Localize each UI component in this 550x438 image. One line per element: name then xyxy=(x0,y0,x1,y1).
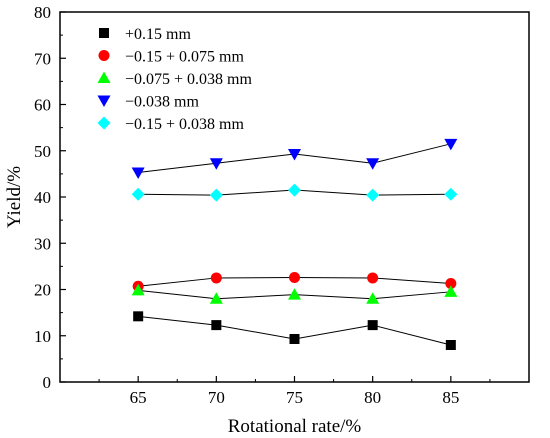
legend-label: −0.075 + 0.038 mm xyxy=(125,71,252,88)
data-point xyxy=(131,187,145,201)
data-point xyxy=(367,272,379,284)
series-5 xyxy=(131,183,458,202)
x-tick-label: 70 xyxy=(208,388,225,407)
legend-marker xyxy=(97,71,111,83)
legend-marker xyxy=(99,28,109,38)
data-point xyxy=(366,188,380,202)
data-point xyxy=(367,320,378,331)
series-4 xyxy=(131,138,458,179)
data-point xyxy=(209,158,223,170)
data-point xyxy=(131,283,145,296)
legend-label: −0.15 + 0.075 mm xyxy=(125,49,244,66)
data-point xyxy=(366,158,380,170)
legend-label: −0.15 + 0.038 mm xyxy=(125,116,244,133)
data-point xyxy=(288,288,301,300)
data-point xyxy=(289,271,300,283)
data-point xyxy=(289,333,300,344)
legend-label: +0.15 mm xyxy=(125,26,191,43)
legend-item: −0.15 + 0.075 mm xyxy=(98,49,244,66)
data-point xyxy=(211,320,222,331)
legend-item: −0.038 mm xyxy=(97,94,199,111)
data-point xyxy=(133,311,144,322)
y-tick-label: 60 xyxy=(34,96,51,115)
legend-item: +0.15 mm xyxy=(99,26,191,43)
legend: +0.15 mm −0.15 + 0.075 mm −0.075 + 0.038 m… xyxy=(97,26,252,133)
data-point xyxy=(445,277,457,289)
y-axis-title: Yield/% xyxy=(4,166,25,228)
y-tick-label: 10 xyxy=(34,327,51,346)
data-point xyxy=(288,183,301,197)
y-axis-ticks: 0 10 20 30 40 50 60 70 80 xyxy=(34,3,66,392)
data-point xyxy=(444,187,458,201)
series-layer xyxy=(131,138,458,350)
data-point xyxy=(131,167,145,179)
data-point xyxy=(444,138,458,151)
data-point xyxy=(444,285,458,297)
legend-item: −0.15 + 0.038 mm xyxy=(97,116,244,133)
plot-area-frame xyxy=(59,11,530,383)
data-point xyxy=(445,340,456,350)
series-1 xyxy=(133,311,456,350)
data-point xyxy=(210,272,222,284)
x-tick-label: 75 xyxy=(286,388,303,407)
y-tick-label: 40 xyxy=(34,188,51,207)
y-tick-label: 70 xyxy=(34,49,51,68)
data-point xyxy=(209,292,223,304)
y-tick-label: 20 xyxy=(34,281,51,300)
legend-label: −0.038 mm xyxy=(125,94,199,111)
legend-item: −0.075 + 0.038 mm xyxy=(97,71,252,88)
legend-marker xyxy=(98,50,110,61)
y-tick-label: 0 xyxy=(43,373,52,392)
x-tick-label: 85 xyxy=(442,388,459,407)
data-point xyxy=(209,188,223,202)
y-tick-label: 50 xyxy=(34,142,51,161)
y-tick-label: 80 xyxy=(34,3,51,22)
y-tick-label: 30 xyxy=(34,234,51,253)
series-3 xyxy=(131,283,458,304)
x-tick-label: 65 xyxy=(130,388,147,407)
data-point xyxy=(366,292,380,304)
x-axis-ticks: 65 70 75 80 85 xyxy=(98,376,491,407)
legend-marker xyxy=(97,95,111,107)
data-point xyxy=(288,148,301,161)
x-axis-title: Rotational rate/% xyxy=(228,416,362,437)
x-tick-label: 80 xyxy=(364,388,381,407)
legend-marker xyxy=(97,116,111,130)
